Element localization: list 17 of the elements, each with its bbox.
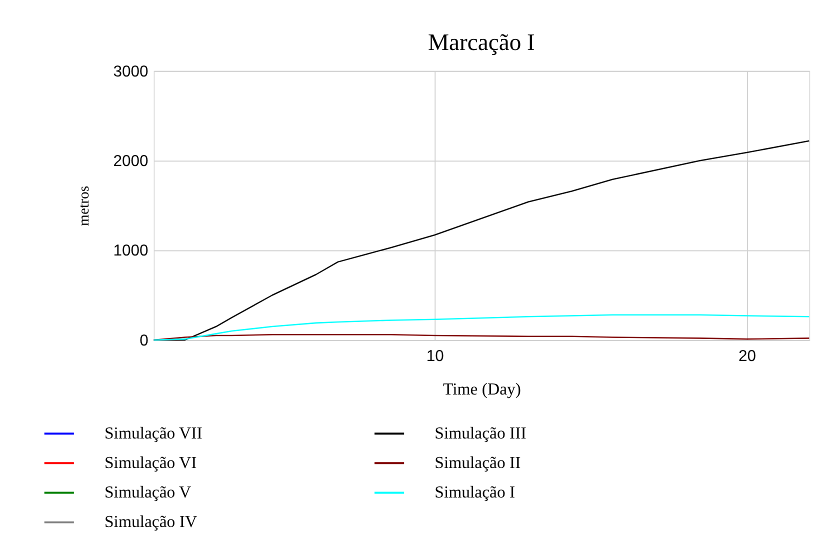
legend-label: Simulação VI <box>104 453 197 472</box>
legend-label: Simulação III <box>434 424 526 443</box>
chart-title: Marcação I <box>428 30 536 56</box>
line-series <box>153 314 810 341</box>
x-tick-label: 10 <box>426 348 444 366</box>
legend-label: Simulação II <box>434 453 521 472</box>
y-axis-title: metros <box>76 186 93 226</box>
x-axis-title: Time (Day) <box>442 380 521 399</box>
legend-label: Simulação V <box>104 482 192 502</box>
y-tick-label: 2000 <box>113 153 149 170</box>
legend-label: Simulação IV <box>104 512 198 532</box>
legend-label: Simulação VII <box>104 424 202 443</box>
y-tick-label: 1000 <box>113 242 149 260</box>
y-tick-label: 3000 <box>113 63 149 80</box>
x-tick-label: 20 <box>738 348 756 366</box>
legend-label: Simulação I <box>434 482 516 502</box>
y-tick-label: 0 <box>140 332 149 350</box>
